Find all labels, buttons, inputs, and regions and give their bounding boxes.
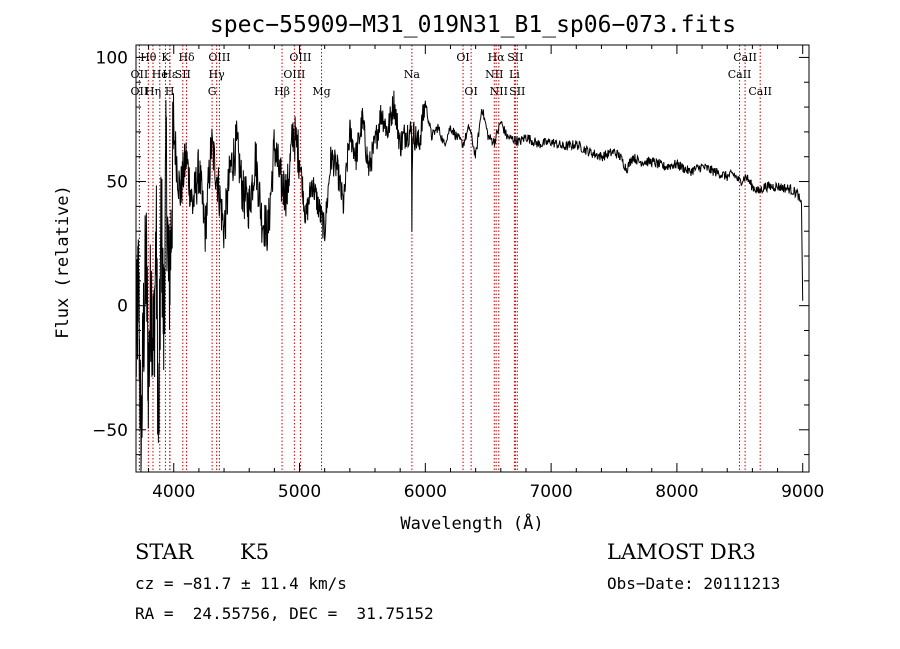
object-class: STAR (135, 540, 194, 564)
line-label: CaII (733, 51, 757, 64)
survey-name: LAMOST DR3 (607, 540, 756, 564)
line-label: OIII (208, 51, 230, 64)
x-tick-label: 4000 (152, 482, 195, 502)
x-axis-label: Wavelength (Å) (400, 512, 543, 534)
x-tick-label: 7000 (529, 482, 572, 502)
line-label: He (152, 68, 168, 81)
line-label: K (161, 51, 170, 64)
line-label: OIII (283, 68, 305, 81)
chart-title: spec−55909−M31_019N31_B1_sp06−073.fits (210, 12, 736, 38)
line-label: Hδ (178, 51, 195, 64)
x-tick-label: 6000 (404, 482, 447, 502)
line-label: Hγ (209, 68, 226, 81)
y-tick-label: −50 (92, 421, 128, 441)
spectrum-line (135, 90, 804, 473)
plot-frame (135, 44, 810, 473)
x-tick-label: 9000 (781, 482, 824, 502)
observation-date: Obs−Date: 20111213 (607, 574, 781, 593)
y-axis-label: Flux (relative) (53, 185, 73, 339)
x-tick-label: 8000 (655, 482, 698, 502)
spectrum-series (135, 90, 804, 473)
line-label: SII (175, 68, 191, 81)
line-label: Hη (145, 85, 161, 98)
axes: 4000 5000 6000 7000 8000 9000 −50 0 50 100 (92, 45, 824, 502)
line-label: Hα (488, 51, 506, 64)
y-tick-label: 50 (106, 173, 128, 193)
line-label: G (208, 85, 217, 98)
redshift-velocity: cz = −81.7 ± 11.4 km/s (135, 574, 347, 593)
line-label: Na (404, 68, 421, 81)
line-label: CaII (728, 68, 752, 81)
line-label: CaII (748, 85, 772, 98)
line-label: Hθ (140, 51, 157, 64)
sky-coordinates: RA = 24.55756, DEC = 31.75152 (135, 604, 434, 623)
object-subclass: K5 (240, 540, 270, 564)
line-label: OII (131, 85, 149, 98)
line-label: OI (464, 85, 477, 98)
line-label: NII (485, 68, 503, 81)
line-label: OIII (289, 51, 311, 64)
line-label: OI (456, 51, 469, 64)
x-tick-label: 5000 (278, 482, 321, 502)
line-label: SII (507, 51, 523, 64)
line-label: Li (509, 68, 520, 81)
line-label: Hβ (274, 85, 290, 98)
line-label: SII (509, 85, 525, 98)
line-label: H (165, 85, 175, 98)
y-tick-label: 0 (117, 297, 128, 317)
y-tick-label: 100 (96, 48, 128, 68)
line-label: Mg (312, 85, 330, 98)
line-label: NII (490, 85, 508, 98)
